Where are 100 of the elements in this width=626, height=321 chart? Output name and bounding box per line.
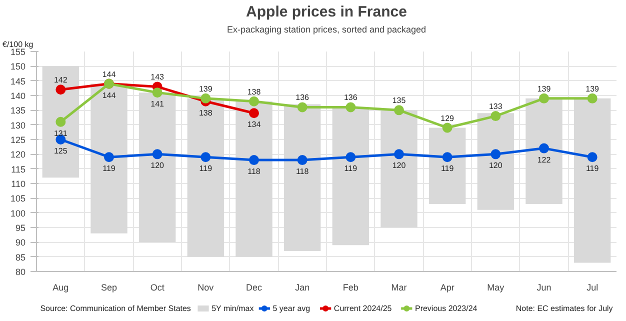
- point: [297, 155, 308, 166]
- data-label: 131: [54, 128, 68, 138]
- bar: [284, 104, 321, 251]
- point: [539, 143, 549, 154]
- legend-label: Previous 2023/24: [414, 304, 478, 313]
- bar: [574, 98, 611, 263]
- data-label: 119: [586, 164, 600, 174]
- y-tick-label: 155: [10, 47, 26, 57]
- data-label: 118: [296, 167, 310, 176]
- data-label: 138: [247, 87, 262, 96]
- legend-label: 5 year avg: [272, 304, 310, 313]
- point: [490, 149, 501, 160]
- point: [56, 116, 66, 127]
- data-label: 144: [102, 90, 116, 100]
- data-label: 119: [199, 164, 213, 174]
- x-tick-label: Oct: [150, 282, 165, 292]
- x-tick-label: Feb: [342, 282, 358, 292]
- data-label: 119: [440, 164, 454, 174]
- point: [442, 122, 452, 133]
- data-label: 143: [150, 72, 165, 82]
- y-tick-label: 120: [10, 150, 26, 160]
- y-tick-label: 125: [10, 135, 26, 145]
- point: [587, 93, 598, 104]
- bar: [138, 92, 176, 242]
- x-tick-label: Sep: [100, 282, 118, 292]
- data-label: 120: [392, 161, 406, 170]
- y-tick-label: 135: [10, 106, 26, 116]
- bar: [236, 101, 272, 257]
- x-tick-label: Jan: [295, 282, 310, 292]
- data-label: 119: [344, 164, 358, 174]
- bar: [42, 66, 80, 178]
- legend-label: 5Y min/max: [212, 304, 254, 313]
- data-label: 139: [586, 84, 600, 94]
- bar: [526, 98, 562, 204]
- point: [490, 111, 501, 122]
- data-label: 139: [198, 84, 213, 94]
- y-tick-label: 105: [10, 194, 26, 204]
- y-tick-label: 145: [10, 76, 26, 86]
- y-tick-label: 95: [15, 223, 26, 233]
- data-label: 134: [247, 120, 262, 130]
- x-tick-label: Mar: [391, 282, 407, 292]
- data-label: 138: [198, 108, 213, 118]
- point: [346, 152, 356, 162]
- text: Note: EC estimates for July: [516, 304, 613, 313]
- data-label: 120: [150, 161, 165, 170]
- data-label: 144: [102, 70, 116, 79]
- x-tick-label: Jun: [536, 282, 552, 292]
- point: [249, 155, 259, 166]
- y-tick-label: 115: [11, 164, 26, 174]
- point: [346, 102, 356, 112]
- bar: [428, 128, 466, 204]
- y-tick-label: 80: [15, 267, 26, 277]
- point: [297, 102, 308, 112]
- y-tick-label: 150: [10, 62, 26, 72]
- point: [442, 152, 452, 162]
- y-tick-label: 85: [15, 252, 26, 262]
- x-tick-label: Apr: [440, 282, 454, 292]
- bar: [90, 84, 128, 234]
- point: [200, 93, 211, 104]
- legend-label: Current 2024/25: [334, 304, 392, 313]
- point: [152, 88, 162, 98]
- y-tick-label: 100: [10, 208, 26, 218]
- chart-subtitle: Ex-packaging station prices, sorted and packaged: [226, 24, 426, 34]
- data-label: 139: [537, 84, 552, 94]
- point: [249, 96, 259, 106]
- data-label: 136: [296, 93, 310, 102]
- data-label: 129: [440, 114, 455, 123]
- data-label: 120: [488, 161, 503, 170]
- bar: [380, 110, 418, 228]
- data-label: 141: [150, 100, 165, 109]
- x-tick-label: Nov: [198, 282, 214, 292]
- data-label: 142: [54, 76, 68, 85]
- data-label: 122: [537, 155, 552, 164]
- source-note: Source: Communication of Member States: [40, 304, 191, 313]
- bar: [332, 107, 370, 246]
- bar: [477, 113, 514, 210]
- point: [249, 108, 259, 118]
- point: [587, 152, 598, 162]
- x-tick-label: Aug: [52, 282, 69, 292]
- point: [104, 152, 114, 162]
- x-tick-label: Dec: [246, 282, 262, 292]
- y-axis-title: €/100 kg: [2, 40, 34, 49]
- point: [394, 105, 404, 116]
- y-tick-label: 90: [15, 238, 26, 248]
- point: [539, 93, 549, 104]
- point: [56, 84, 66, 95]
- data-label: 135: [392, 96, 406, 106]
- bar: [187, 98, 224, 257]
- x-tick-label: May: [487, 282, 505, 292]
- chart-title: Apple prices in France: [246, 4, 407, 20]
- data-label: 125: [54, 146, 68, 156]
- y-tick-label: 140: [10, 91, 26, 101]
- y-tick-label: 130: [10, 120, 26, 130]
- point: [200, 152, 211, 162]
- data-label: 136: [344, 93, 358, 102]
- y-tick-label: 110: [11, 179, 26, 189]
- point: [152, 149, 162, 160]
- data-label: 119: [102, 164, 116, 174]
- data-label: 118: [248, 167, 261, 176]
- x-tick-label: Jul: [586, 282, 598, 292]
